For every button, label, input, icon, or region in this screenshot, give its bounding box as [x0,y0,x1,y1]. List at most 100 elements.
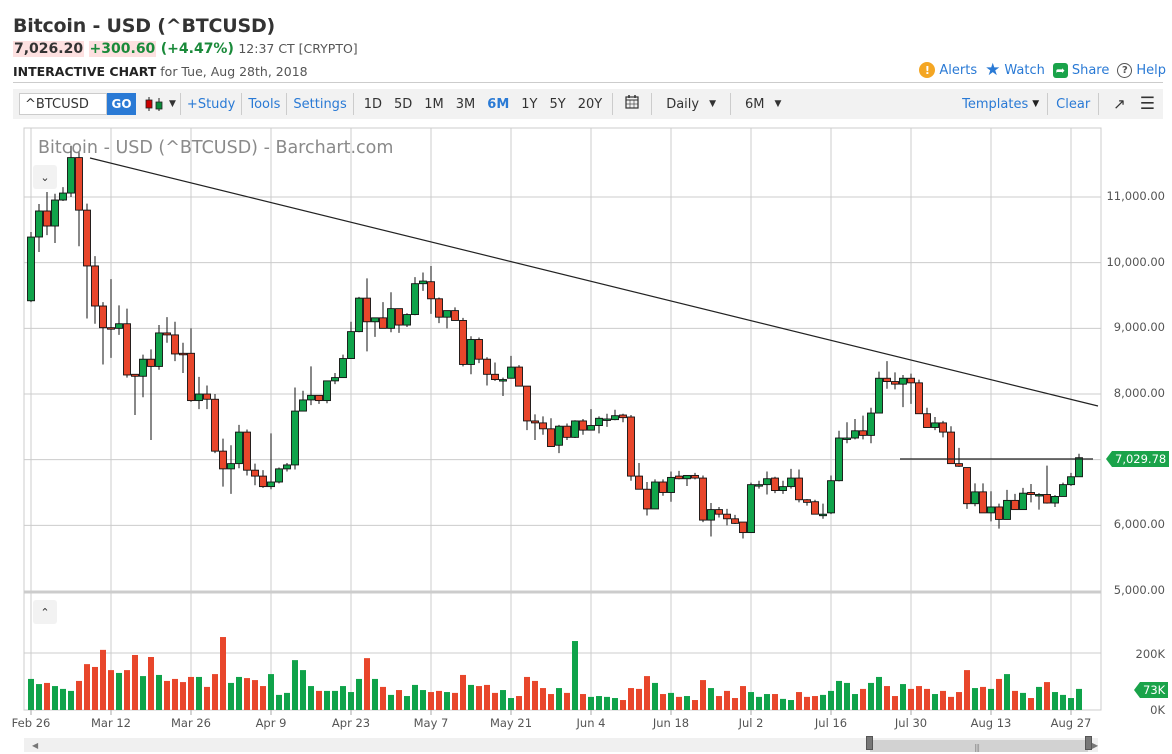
scroll-right-icon[interactable]: ▶ [1092,741,1099,750]
clear-button[interactable]: Clear [1056,96,1091,112]
volume-bar [884,686,890,710]
candle-body [699,477,707,521]
candle-body [803,499,811,503]
calendar-button[interactable] [617,95,647,113]
candle-body [491,373,499,381]
candle-body [835,437,843,482]
volume-bar [612,698,618,710]
volume-bar [588,696,594,710]
alerts-link[interactable]: ! Alerts [919,62,977,78]
date-tick-label: Jul 2 [738,716,764,730]
symbol-input[interactable] [19,93,107,115]
period-1y[interactable]: 1Y [521,96,538,112]
chart-type-dropdown[interactable]: ▼ [144,96,176,112]
period-1d[interactable]: 1D [363,96,382,112]
volume-bar [228,682,234,710]
settings-button[interactable]: Settings [293,96,347,112]
candle-body [147,358,155,367]
volume-bar [340,686,346,710]
chevron-down-icon: ▼ [774,99,782,109]
interval-dropdown[interactable]: Daily ▼ [656,97,726,112]
watch-link[interactable]: ★ Watch [985,59,1045,80]
candle-body [595,417,603,426]
date-tick-label: Apr 9 [255,716,287,730]
volume-bar [380,686,386,710]
volume-bar [244,678,250,710]
period-6m[interactable]: 6M [487,96,510,112]
star-icon: ★ [985,59,1001,80]
menu-button[interactable]: ☰ [1136,94,1163,114]
volume-bar [972,688,978,710]
templates-dropdown[interactable]: Templates ▼ [960,97,1041,112]
volume-bar [980,686,986,710]
volume-bar [500,690,506,710]
scroll-left-icon[interactable]: ◀ [32,741,39,750]
candle-body [939,422,947,433]
go-button[interactable]: GO [107,93,136,115]
volume-bar [820,694,826,710]
candle-body [795,477,803,501]
candle-body [243,431,251,471]
volume-bar [636,688,642,710]
candle-body [315,394,323,402]
range-dropdown[interactable]: 6M ▼ [735,97,791,112]
candle-body [403,314,411,326]
candle-body [571,420,579,438]
volume-bar [108,670,114,710]
add-study-button[interactable]: +Study [186,96,236,112]
volume-bar [44,682,50,710]
time-scrollbar[interactable]: ◀ ||| ▶ [24,736,1099,752]
price-tick-label: 8,000.00 [1113,386,1165,400]
candle-body [1035,494,1043,497]
last-volume-badge: 73K [1133,682,1169,698]
volume-tick-200k: 200K [1135,647,1166,661]
toolbar-divider [241,93,243,115]
volume-bar [684,696,690,710]
share-link[interactable]: ➦ Share [1052,62,1109,78]
candle-body [275,468,283,483]
candle-body [363,297,371,323]
volume-bar [956,692,962,710]
period-5d[interactable]: 5D [394,96,413,112]
period-3m[interactable]: 3M [455,96,476,112]
candle-body [811,501,819,515]
period-1m[interactable]: 1M [424,96,444,112]
header-actions: ! Alerts ★ Watch ➦ Share ? Help [919,59,1166,80]
collapse-volume-pane-button[interactable]: ⌃ [33,600,57,624]
candle-body [987,506,995,514]
range-start-handle[interactable] [866,736,873,750]
candle-body [723,513,731,520]
candlestick-icon [145,97,163,111]
volume-bar [420,690,426,710]
volume-bar [372,678,378,710]
volume-bar [652,682,658,710]
volume-bar [308,686,314,710]
help-link[interactable]: ? Help [1117,62,1166,78]
candle-body [267,481,275,488]
volume-bar [356,678,362,710]
date-tick-label: Mar 12 [91,716,131,730]
candle-body [915,382,923,415]
candle-body [427,281,435,300]
candle-body [307,394,315,401]
volume-bar [212,674,218,710]
expand-button[interactable]: ↗ [1105,95,1134,113]
range-end-handle[interactable] [1085,736,1092,750]
date-tick-label: Feb 26 [11,716,51,730]
period-5y[interactable]: 5Y [549,96,566,112]
candle-body [27,236,35,302]
volume-bar [852,694,858,710]
candle-body [75,157,83,211]
period-20y[interactable]: 20Y [577,96,603,112]
volume-bar [444,692,450,710]
scrollbar-thumb[interactable]: ||| [866,736,1092,752]
collapse-price-pane-button[interactable]: ⌄ [33,165,57,189]
last-price-badge: 7,029.78 [1105,451,1170,467]
candle-body [603,418,611,421]
chart-watermark: Bitcoin - USD (^BTCUSD) - Barchart.com [38,138,394,158]
tools-button[interactable]: Tools [248,96,281,112]
date-tick-label: Jul 30 [894,716,928,730]
candle-body [979,491,987,514]
candle-body [843,437,851,440]
